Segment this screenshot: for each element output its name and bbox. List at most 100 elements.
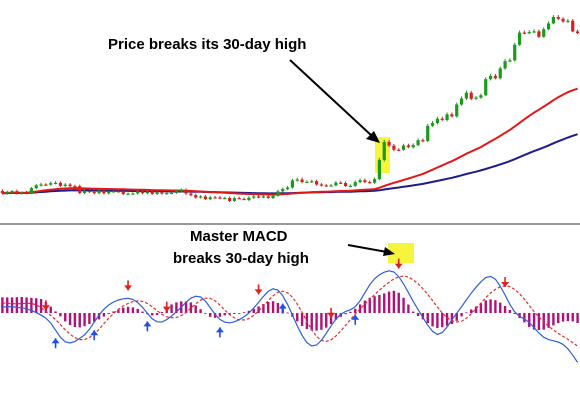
candle-body: [107, 191, 111, 194]
arrow-head: [51, 338, 60, 344]
candle-body: [324, 185, 328, 187]
candle: [363, 178, 367, 184]
candle: [184, 188, 188, 195]
arrow-down-icon: [162, 301, 171, 312]
annotation-price-arrowhead: [366, 131, 380, 143]
candle-body: [242, 198, 246, 201]
arrow-head: [327, 312, 336, 318]
candle: [82, 189, 87, 195]
candle: [445, 112, 449, 122]
histogram-bar: [112, 311, 115, 313]
histogram-bar: [416, 313, 420, 316]
candle: [339, 181, 343, 185]
candle: [116, 189, 120, 193]
candle-body: [165, 192, 169, 195]
candle: [358, 178, 362, 184]
histogram-bar: [233, 313, 236, 314]
candle: [455, 102, 459, 118]
candle: [131, 192, 135, 195]
histogram-bar: [136, 309, 139, 313]
candle-body: [368, 182, 372, 184]
candle: [411, 143, 415, 149]
candle-body: [218, 197, 222, 199]
histogram-bar: [20, 297, 23, 313]
arrow-up-icon: [215, 327, 224, 338]
candle: [242, 197, 246, 201]
histogram-bar: [426, 313, 429, 323]
candle-body: [450, 114, 454, 117]
annotation-macd-arrowhead: [383, 247, 395, 256]
candle-body: [372, 179, 377, 183]
candle: [155, 191, 159, 195]
candle: [488, 73, 493, 81]
histogram-bar: [83, 313, 86, 327]
annotation-price-text: Price breaks its 30-day high: [108, 36, 306, 53]
annotation-macd-text-line2: breaks 30-day high: [173, 250, 309, 267]
candle: [368, 180, 372, 184]
candle-body: [575, 31, 580, 34]
histogram-bar: [54, 311, 57, 313]
candle: [300, 177, 304, 184]
candle-body: [58, 182, 62, 186]
candle: [493, 74, 497, 80]
histogram-bar: [175, 302, 178, 313]
candle-body: [34, 185, 38, 189]
candle-body: [406, 145, 410, 148]
candle: [435, 116, 439, 125]
histogram-bar: [59, 313, 62, 317]
histogram-bar: [88, 313, 91, 324]
candle-body: [281, 189, 285, 192]
histogram-bar: [489, 299, 492, 313]
candle: [459, 96, 464, 106]
candle-body: [435, 118, 439, 123]
arrow-down-icon: [254, 284, 263, 295]
arrow-head: [143, 321, 152, 327]
candle: [266, 194, 270, 199]
annotation-price: Price breaks its 30-day high: [108, 36, 380, 143]
candle-body: [261, 196, 265, 198]
candle: [92, 190, 96, 195]
candle-body: [517, 32, 522, 45]
candle-body: [39, 184, 43, 186]
fast-moving-average: [2, 87, 578, 196]
histogram-bar: [102, 313, 106, 317]
histogram-bar: [247, 310, 251, 313]
candle-body: [305, 181, 309, 183]
histogram-bar: [494, 300, 497, 313]
arrow-head: [278, 303, 287, 309]
arrow-down-icon: [501, 277, 510, 287]
candle: [430, 120, 435, 127]
candle: [179, 188, 183, 193]
candle-body: [285, 187, 290, 190]
candle: [522, 30, 526, 35]
histogram-bar: [445, 313, 449, 326]
annotation-macd: Master MACD breaks 30-day high: [173, 228, 395, 267]
histogram-bar: [349, 311, 352, 313]
candle: [503, 59, 507, 70]
candle: [285, 185, 290, 191]
arrow-head: [162, 306, 171, 312]
candle: [508, 58, 512, 63]
candle-body: [314, 181, 319, 185]
candle: [305, 180, 309, 184]
histogram-bar: [1, 297, 4, 313]
candle-body: [464, 92, 468, 99]
candle-body: [92, 192, 96, 194]
candle-body: [488, 75, 493, 80]
histogram-bar: [39, 299, 43, 313]
histogram-bar: [503, 306, 507, 313]
histogram-bar: [228, 313, 231, 315]
histogram-bar: [296, 313, 299, 322]
candle: [247, 196, 251, 201]
candle: [551, 14, 555, 25]
candle: [372, 177, 377, 184]
candle-body: [194, 195, 198, 198]
arrow-down-icon: [124, 280, 133, 291]
candle: [126, 192, 130, 196]
histogram-bar: [412, 311, 415, 313]
candle: [377, 157, 381, 181]
candle-body: [310, 181, 314, 183]
candle-body: [426, 125, 430, 142]
candle-body: [155, 192, 159, 194]
histogram-bar: [194, 305, 197, 313]
